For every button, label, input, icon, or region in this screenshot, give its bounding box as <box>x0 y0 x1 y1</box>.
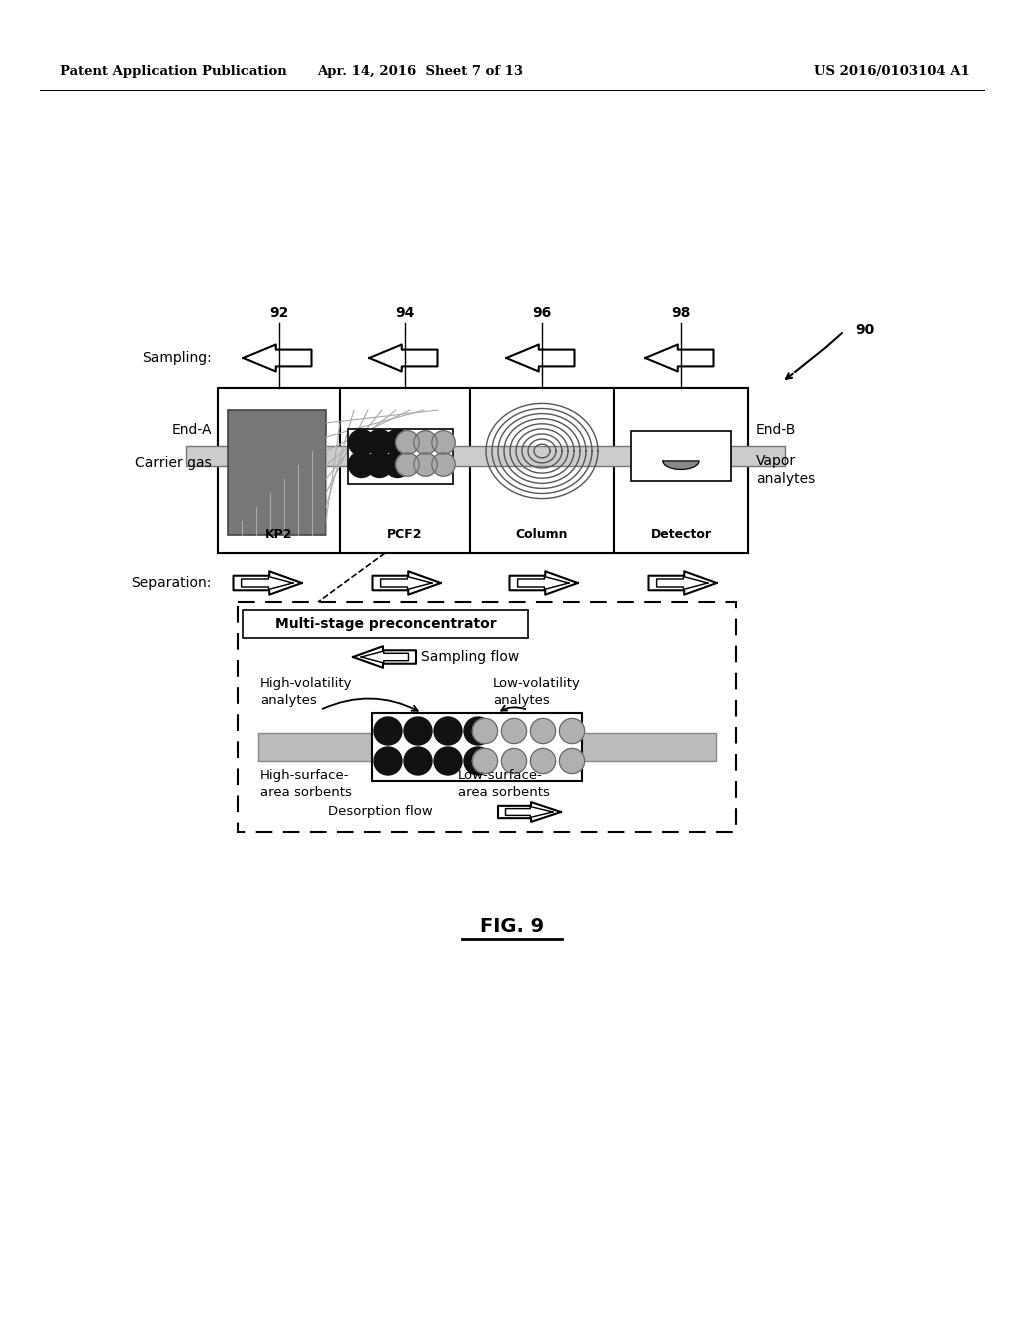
Circle shape <box>559 748 585 774</box>
Bar <box>470 388 614 553</box>
Text: Separation:: Separation: <box>132 576 212 590</box>
Polygon shape <box>353 647 416 668</box>
Text: 90: 90 <box>855 323 874 337</box>
Text: Low-surface-
area sorbents: Low-surface- area sorbents <box>458 770 550 799</box>
Polygon shape <box>233 572 302 595</box>
Bar <box>372 713 582 781</box>
Text: High-volatility
analytes: High-volatility analytes <box>260 677 352 708</box>
Text: High-surface-
area sorbents: High-surface- area sorbents <box>260 770 352 799</box>
Circle shape <box>414 453 437 477</box>
Polygon shape <box>373 572 440 595</box>
Bar <box>218 388 748 553</box>
Circle shape <box>374 717 402 744</box>
Circle shape <box>472 748 498 774</box>
Circle shape <box>464 747 492 775</box>
Bar <box>614 388 748 553</box>
Text: Low-volatility
analytes: Low-volatility analytes <box>493 677 581 708</box>
Text: Apr. 14, 2016  Sheet 7 of 13: Apr. 14, 2016 Sheet 7 of 13 <box>317 66 523 78</box>
Polygon shape <box>510 572 578 595</box>
Circle shape <box>434 747 462 775</box>
Text: Multi-stage preconcentrator: Multi-stage preconcentrator <box>274 616 497 631</box>
Bar <box>243 610 528 638</box>
Bar <box>228 411 326 535</box>
Circle shape <box>374 747 402 775</box>
Circle shape <box>502 718 526 743</box>
Polygon shape <box>648 572 717 595</box>
Text: Column: Column <box>516 528 568 541</box>
Circle shape <box>348 429 375 455</box>
Polygon shape <box>663 461 699 470</box>
Bar <box>631 432 731 480</box>
Circle shape <box>464 717 492 744</box>
Circle shape <box>530 718 556 743</box>
Text: End-B: End-B <box>756 422 797 437</box>
Circle shape <box>414 430 437 454</box>
Text: Vapor
analytes: Vapor analytes <box>756 454 815 486</box>
Text: Sampling:: Sampling: <box>142 351 212 366</box>
Polygon shape <box>498 803 561 822</box>
Circle shape <box>396 453 419 477</box>
Circle shape <box>434 717 462 744</box>
Text: Detector: Detector <box>650 528 712 541</box>
Circle shape <box>367 429 392 455</box>
Text: Carrier gas: Carrier gas <box>135 455 212 470</box>
Circle shape <box>404 747 432 775</box>
Circle shape <box>404 717 432 744</box>
Polygon shape <box>244 345 311 371</box>
Bar <box>238 602 736 832</box>
Bar <box>340 388 470 553</box>
Circle shape <box>472 718 498 743</box>
Bar <box>218 388 340 553</box>
Circle shape <box>530 748 556 774</box>
Bar <box>258 733 716 762</box>
Text: US 2016/0103104 A1: US 2016/0103104 A1 <box>814 66 970 78</box>
Circle shape <box>396 430 419 454</box>
Circle shape <box>384 451 411 478</box>
Text: 94: 94 <box>395 306 415 319</box>
Text: End-A: End-A <box>171 422 212 437</box>
Polygon shape <box>506 345 574 371</box>
Text: PCF2: PCF2 <box>387 528 423 541</box>
Circle shape <box>384 429 411 455</box>
Circle shape <box>348 451 375 478</box>
Polygon shape <box>370 345 437 371</box>
Text: KP2: KP2 <box>265 528 293 541</box>
Polygon shape <box>645 345 714 371</box>
Bar <box>347 429 453 483</box>
Circle shape <box>432 430 456 454</box>
Text: 98: 98 <box>672 306 690 319</box>
Text: Patent Application Publication: Patent Application Publication <box>60 66 287 78</box>
Text: Desorption flow: Desorption flow <box>328 805 433 818</box>
Circle shape <box>559 718 585 743</box>
Text: Sampling flow: Sampling flow <box>421 649 519 664</box>
Circle shape <box>502 748 526 774</box>
Text: 96: 96 <box>532 306 552 319</box>
Bar <box>186 446 785 466</box>
Circle shape <box>367 451 392 478</box>
Text: FIG. 9: FIG. 9 <box>480 917 544 936</box>
Circle shape <box>432 453 456 477</box>
Text: 92: 92 <box>269 306 289 319</box>
